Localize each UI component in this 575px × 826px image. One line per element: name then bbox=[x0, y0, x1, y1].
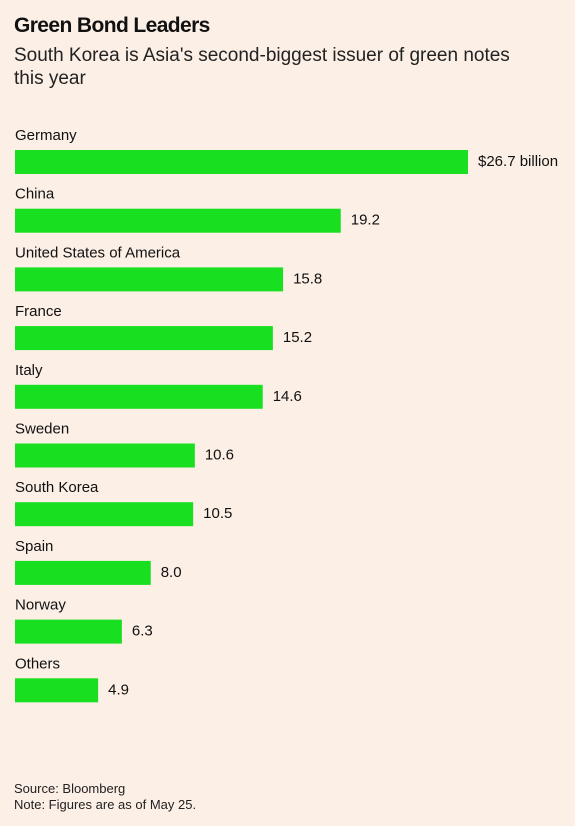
bar bbox=[15, 619, 122, 644]
source: Source: Bloomberg bbox=[14, 781, 126, 796]
category-label: United States of America bbox=[15, 244, 181, 261]
category-label: South Korea bbox=[15, 479, 99, 496]
value-label: 15.8 bbox=[293, 270, 322, 287]
value-label: 8.0 bbox=[161, 564, 182, 581]
bar bbox=[15, 678, 99, 703]
category-label: Italy bbox=[15, 362, 43, 379]
bar bbox=[15, 208, 341, 233]
chart: Germany $26.7 billion China 19.2 United Stat… bbox=[15, 127, 558, 703]
bar bbox=[15, 267, 284, 292]
category-label: Others bbox=[15, 655, 60, 672]
category-label: China bbox=[15, 186, 55, 203]
chart-subtitle: South Korea is Asia's second-biggest iss… bbox=[14, 45, 510, 89]
value-label: 10.6 bbox=[205, 446, 234, 463]
value-label: $26.7 billion bbox=[478, 153, 558, 170]
category-label: Sweden bbox=[15, 420, 69, 437]
value-label: 19.2 bbox=[351, 212, 380, 229]
value-label: 6.3 bbox=[132, 623, 153, 640]
bar bbox=[15, 560, 151, 585]
category-label: Spain bbox=[15, 538, 53, 555]
value-label: 15.2 bbox=[283, 329, 312, 346]
note: Note: Figures are as of May 25. bbox=[14, 797, 197, 812]
bar bbox=[15, 326, 273, 351]
value-label: 4.9 bbox=[108, 681, 129, 698]
value-label: 14.6 bbox=[273, 388, 302, 405]
value-label: 10.5 bbox=[203, 505, 232, 522]
chart-title: Green Bond Leaders bbox=[14, 14, 210, 37]
bar bbox=[15, 384, 263, 409]
bar bbox=[15, 502, 194, 527]
bar bbox=[15, 443, 195, 468]
category-label: Germany bbox=[15, 127, 77, 144]
bar bbox=[15, 150, 468, 174]
category-label: Norway bbox=[15, 597, 66, 614]
category-label: France bbox=[15, 303, 62, 320]
